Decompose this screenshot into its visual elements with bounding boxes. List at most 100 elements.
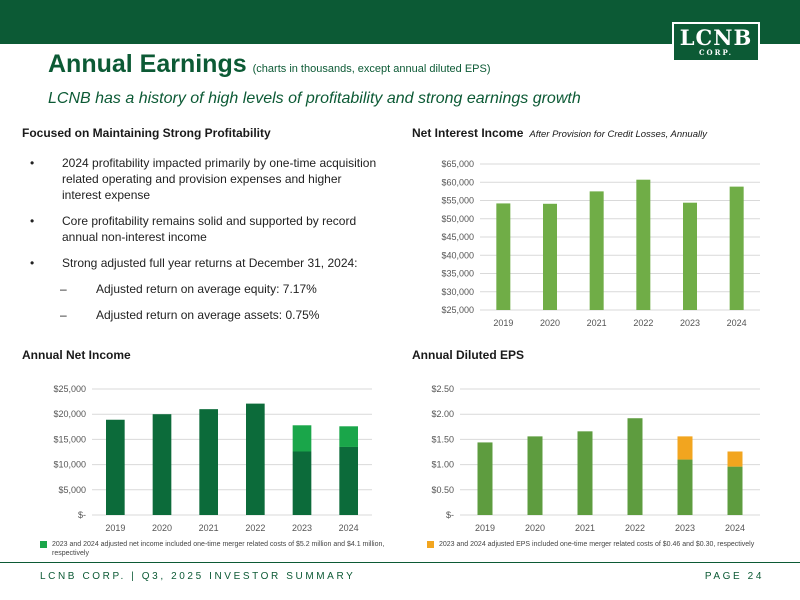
sub-bullet-item: – Adjusted return on average assets: 0.7… [22,307,382,323]
x-tick-label: 2019 [475,523,495,533]
bullet-item: • Strong adjusted full year returns at D… [22,255,382,271]
sub-bullet-text: Adjusted return on average assets: 0.75% [96,308,320,322]
sub-bullet-item: – Adjusted return on average equity: 7.1… [22,281,382,297]
bar [677,459,693,515]
y-tick-label: $35,000 [441,269,474,279]
bar-adjustment [677,436,693,460]
bullet-symbol: • [30,214,35,228]
y-tick-label: $0.50 [431,485,454,495]
ni-heading: Annual Net Income [22,348,131,362]
sub-bullet-text: Adjusted return on average equity: 7.17% [96,282,317,296]
logo-main-text: LCNB [679,25,753,50]
lcnb-logo: LCNB CORP. [672,22,760,62]
x-tick-label: 2023 [292,523,312,533]
x-tick-label: 2022 [625,523,645,533]
nii-chart: $25,000 $30,000 $35,000 $40,000 $45,000 $50,0… [441,159,760,328]
bar [246,403,265,515]
eps-footnote-swatch [427,541,434,548]
x-tick-label: 2024 [725,523,745,533]
x-tick-label: 2024 [339,523,359,533]
sub-bullet-symbol: – [60,282,67,296]
nii-heading: Net Interest Income After Provision for C… [412,126,707,140]
bullet-item: • 2024 profitability impacted primarily … [22,155,382,203]
logo-sub-text: CORP. [698,48,734,57]
y-tick-label: $20,000 [53,409,86,419]
bar [106,419,125,515]
y-tick-label: $1.00 [431,460,454,470]
y-tick-label: $2.00 [431,409,454,419]
ni-chart: $- $5,000 $10,000 $15,000 $20,000 $25,000 2019… [53,384,372,533]
bullet-symbol: • [30,156,35,170]
x-tick-label: 2021 [587,318,607,328]
footer-divider [0,562,800,563]
nii-heading-text: Net Interest Income [412,126,524,140]
y-tick-label: $40,000 [441,250,474,260]
footer-text: LCNB CORP. | Q3, 2025 INVESTOR SUMMARY [40,571,356,582]
x-tick-label: 2020 [540,318,560,328]
bar [199,409,218,515]
bar [727,466,743,515]
bar [729,186,744,310]
y-tick-label: $10,000 [53,460,86,470]
x-tick-label: 2019 [105,523,125,533]
x-tick-label: 2024 [727,318,747,328]
y-tick-label: $- [78,510,86,520]
bar [683,202,697,310]
profitability-heading: Focused on Maintaining Strong Profitabil… [22,126,271,140]
bar [152,414,172,515]
y-tick-label: $- [446,510,454,520]
page-title-note: (charts in thousands, except annual dilu… [252,63,491,75]
y-tick-label: $65,000 [441,159,474,169]
page-subtitle: LCNB has a history of high levels of pro… [48,90,581,107]
bar-adjustment [727,451,743,467]
y-tick-label: $2.50 [431,384,454,394]
nii-heading-note: After Provision for Credit Losses, Annua… [529,129,707,140]
ni-footnote-swatch [40,541,47,548]
bar [589,191,604,310]
bullet-text: Core profitability remains solid and sup… [62,214,357,244]
bullet-item: • Core profitability remains solid and s… [22,213,382,245]
bullet-text: 2024 profitability impacted primarily by… [62,156,377,202]
y-tick-label: $5,000 [58,485,86,495]
x-tick-label: 2020 [525,523,545,533]
bar [543,203,557,310]
eps-heading: Annual Diluted EPS [412,348,525,362]
x-tick-label: 2021 [575,523,595,533]
profitability-bullets: • 2024 profitability impacted primarily … [22,155,382,333]
y-tick-label: $45,000 [441,232,474,242]
bar [627,418,643,515]
y-tick-label: $1.50 [431,434,454,444]
eps-footnote-text: 2023 and 2024 adjusted EPS included one-… [439,541,755,548]
top-banner [0,0,800,14]
page-title-text: Annual Earnings [48,50,247,78]
top-banner-band [0,14,800,44]
y-tick-label: $15,000 [53,434,86,444]
y-tick-label: $50,000 [441,214,474,224]
bar-adjustment [292,425,312,452]
x-tick-label: 2022 [633,318,653,328]
y-tick-label: $25,000 [53,384,86,394]
x-tick-label: 2021 [199,523,219,533]
page-number: PAGE 24 [704,571,764,582]
x-tick-label: 2023 [680,318,700,328]
y-tick-label: $60,000 [441,177,474,187]
ni-footnote-text: 2023 and 2024 adjusted net income includ… [52,541,385,557]
eps-chart: $- $0.50 $1.00 $1.50 $2.00 $2.50 2019 2020 2021 2… [431,384,760,533]
x-tick-label: 2023 [675,523,695,533]
y-tick-label: $25,000 [441,305,474,315]
bar-adjustment [339,426,358,447]
x-tick-label: 2019 [493,318,513,328]
ni-footnote: 2023 and 2024 adjusted net income includ… [40,540,385,558]
bullet-symbol: • [30,256,35,270]
y-tick-label: $30,000 [441,287,474,297]
x-tick-label: 2022 [245,523,265,533]
x-tick-label: 2020 [152,523,172,533]
page-title: Annual Earnings (charts in thousands, exc… [48,50,491,79]
bar [339,446,358,515]
bar [577,431,593,515]
y-tick-label: $55,000 [441,196,474,206]
bullet-text: Strong adjusted full year returns at Dec… [62,256,358,270]
bar [477,442,493,515]
bar [527,436,543,515]
sub-bullet-symbol: – [60,308,67,322]
